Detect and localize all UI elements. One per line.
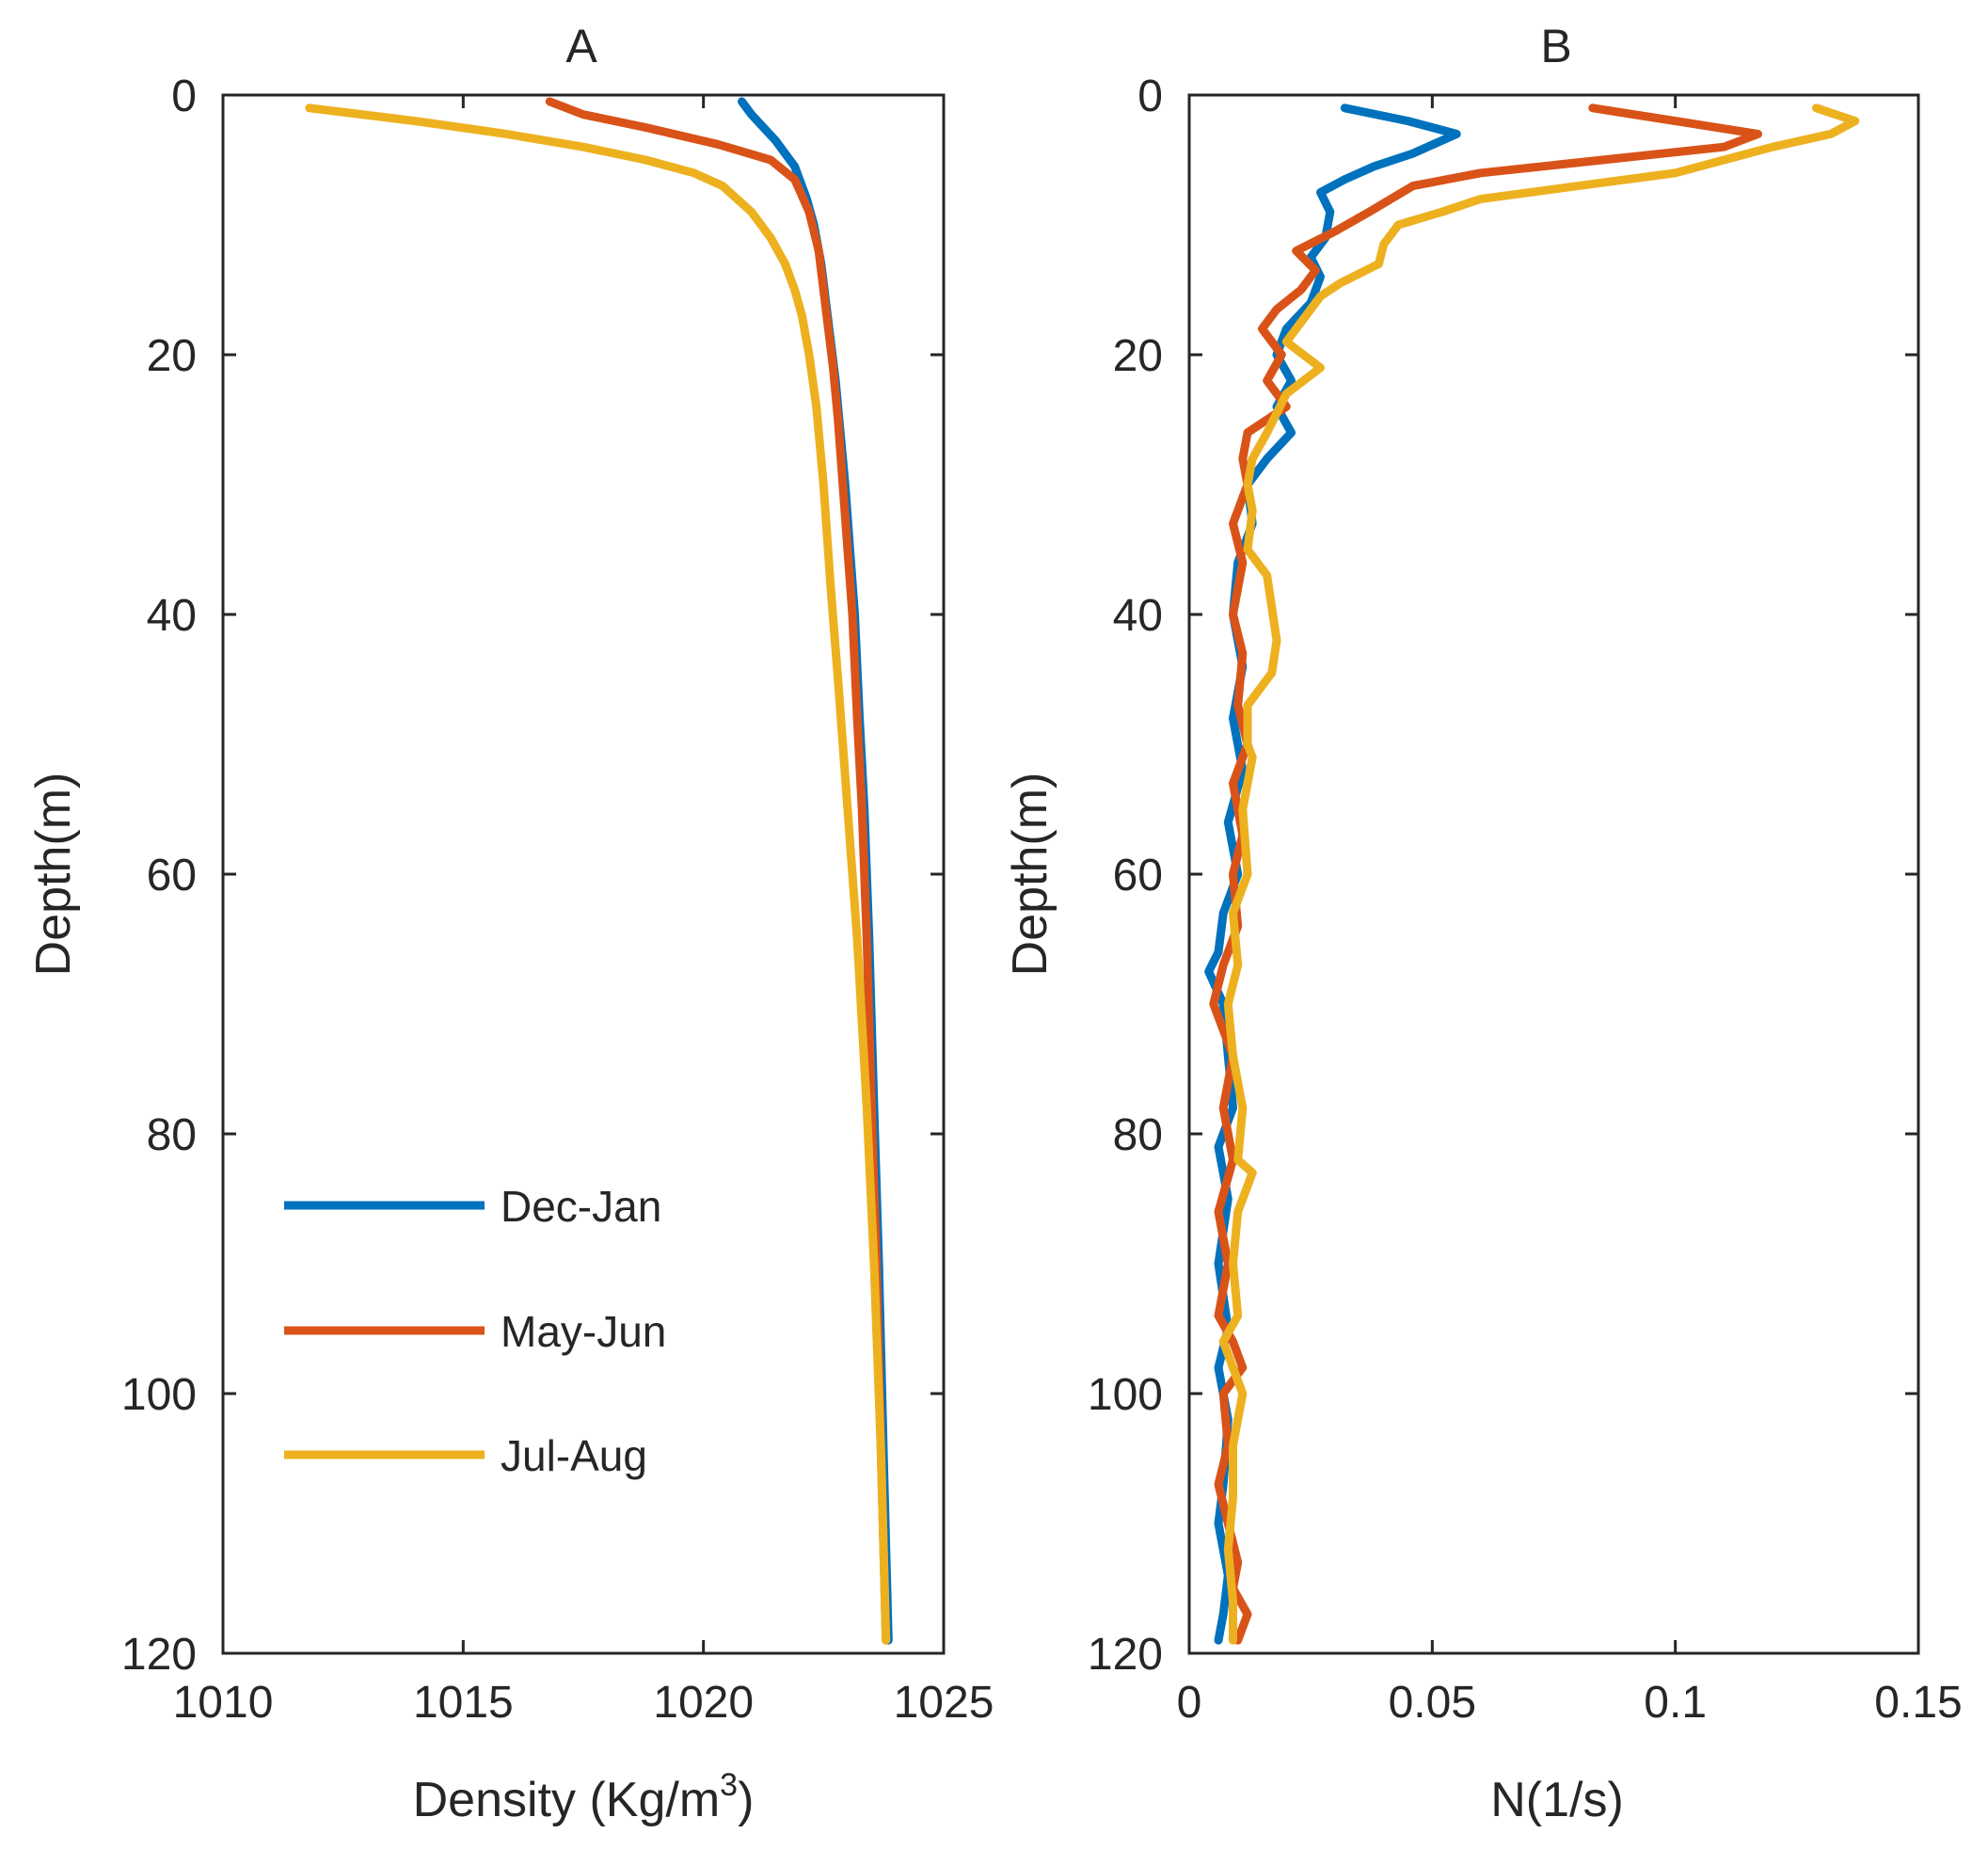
- panel-a-ytick-label: 0: [171, 72, 197, 121]
- panel-a-xtick-label: 1020: [653, 1678, 754, 1728]
- panel-b-series-may-jun: [1209, 104, 1762, 1645]
- panel-b-ytick-label: 120: [1088, 1630, 1163, 1680]
- panel-a-ytick-label: 120: [121, 1630, 197, 1680]
- panel-b-ytick-label: 60: [1113, 851, 1163, 901]
- panel-b-xtick-label: 0.15: [1874, 1678, 1962, 1728]
- panel-a-ytick-label: 60: [147, 851, 197, 901]
- legend: Dec-Jan May-Jun Jul-Aug: [284, 1182, 666, 1480]
- panel-b-ytick-label: 80: [1113, 1110, 1163, 1160]
- panel-a-series: [305, 97, 893, 1645]
- panel-b-xlabel: N(1/s): [1490, 1773, 1624, 1827]
- panel-b-xtick-label: 0: [1177, 1678, 1202, 1728]
- legend-label-jul-aug: Jul-Aug: [501, 1431, 647, 1480]
- panel-b-series-jul-aug: [1218, 104, 1860, 1645]
- panel-a-series-jul-aug: [305, 104, 891, 1645]
- panel-b-ytick-label: 100: [1088, 1370, 1163, 1420]
- panel-a-xlabel: Density (Kg/m3): [413, 1767, 755, 1827]
- panel-a-xlabel-main: Density (Kg/m: [413, 1773, 721, 1827]
- panel-a-series-may-jun: [545, 97, 891, 1645]
- panel-a-ytick-label: 100: [121, 1370, 197, 1420]
- panel-b-xtick-label: 0.1: [1644, 1678, 1707, 1728]
- panel-b-ytick-label: 0: [1137, 72, 1163, 121]
- panel-b-frame: [1187, 93, 1920, 1655]
- panel-a-xtick-label: 1015: [413, 1678, 514, 1728]
- panel-b: B 0 0.05 0.1 0.15 0 20 40 60 80 100 120 N(1/s) Dep…: [1003, 20, 1963, 1827]
- panel-a-ytick-label: 80: [147, 1110, 197, 1160]
- panel-a-xtick-label: 1025: [894, 1678, 994, 1728]
- panel-b-xtick-label: 0.05: [1389, 1678, 1476, 1728]
- legend-label-may-jun: May-Jun: [501, 1307, 666, 1356]
- panel-b-ticks: 0 0.05 0.1 0.15 0 20 40 60 80 100 120: [1088, 72, 1963, 1728]
- panel-a-title: A: [565, 20, 597, 72]
- panel-a-ylabel: Depth(m): [26, 773, 81, 977]
- panel-b-series: [1204, 104, 1860, 1645]
- panel-a-ytick-label: 20: [147, 331, 197, 381]
- panel-a-xlabel-sup: 3: [720, 1767, 738, 1803]
- panel-b-ytick-label: 20: [1113, 331, 1163, 381]
- panel-b-ylabel: Depth(m): [1003, 773, 1058, 977]
- panel-a-ytick-label: 40: [147, 591, 197, 641]
- legend-label-dec-jan: Dec-Jan: [501, 1182, 661, 1231]
- panel-a: A 1010 1015 1020 1025 0 20 40 60 80 100 120 Densit…: [26, 20, 994, 1827]
- panel-a-frame: [221, 93, 946, 1655]
- panel-b-title: B: [1540, 20, 1571, 72]
- panel-a-xtick-label: 1010: [173, 1678, 274, 1728]
- panel-b-ytick-label: 40: [1113, 591, 1163, 641]
- panel-a-xlabel-close: ): [738, 1773, 754, 1827]
